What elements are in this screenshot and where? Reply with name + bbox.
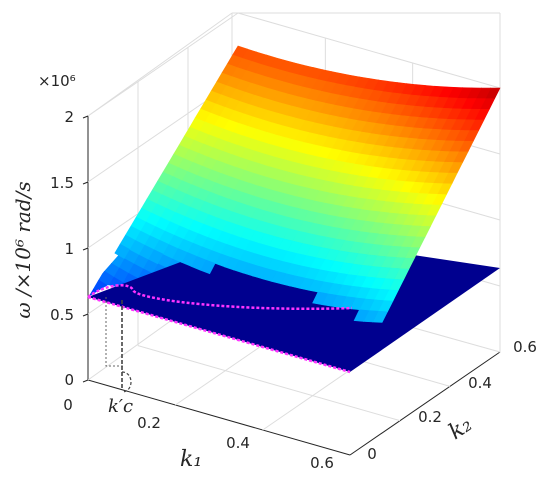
axis-edge xyxy=(87,12,233,117)
projection-marker xyxy=(121,371,132,393)
surface-patch xyxy=(114,243,130,259)
surface-patch xyxy=(252,352,267,365)
surface-patch xyxy=(234,347,249,361)
surface-patch xyxy=(196,334,211,348)
surface-patch xyxy=(256,365,271,378)
surface-patch xyxy=(271,356,286,369)
surface-patch xyxy=(163,332,178,347)
surface-patch xyxy=(290,360,305,372)
surface-patch xyxy=(210,351,225,365)
x-tick-label: 0.6 xyxy=(310,454,334,472)
surface-patch xyxy=(294,372,309,384)
surface-patch xyxy=(243,349,258,363)
surface-patch xyxy=(238,360,253,373)
y-axis-label: k₂ xyxy=(444,412,476,445)
z-tick-label: 0 xyxy=(64,371,74,389)
surface-patch xyxy=(266,367,281,380)
surface-patch xyxy=(275,369,290,382)
surface-patch xyxy=(299,361,314,373)
annotation-label: k′c xyxy=(108,396,133,417)
tick-mark xyxy=(82,181,89,185)
surface-patch xyxy=(313,374,328,386)
surface-patch xyxy=(303,373,318,385)
z-tick-label: 1 xyxy=(64,240,74,258)
grid-line xyxy=(87,12,239,117)
tick-mark xyxy=(82,247,89,251)
x-tick-label: 0 xyxy=(63,396,73,414)
intersection-curve xyxy=(87,284,353,311)
y-tick-label: 0 xyxy=(367,445,377,463)
z-tick-label: 1.5 xyxy=(50,174,74,192)
grid-line xyxy=(137,345,401,422)
surface-patch xyxy=(224,344,239,358)
curved-surface-front xyxy=(114,45,501,323)
z-tick-label: 2 xyxy=(64,108,74,126)
y-tick-label: 0.2 xyxy=(418,408,442,426)
y-tick-label: 0.6 xyxy=(513,338,537,356)
surface-patch xyxy=(353,309,370,322)
surface-patch xyxy=(187,330,202,344)
x-tick-label: 0.4 xyxy=(226,434,250,452)
surface-patch xyxy=(285,371,300,383)
projection-line xyxy=(105,297,124,367)
surface-patch xyxy=(135,318,150,333)
surface-patch xyxy=(312,291,328,306)
axis-labels: 0 0.5 1 1.5 2 ×10⁶ 0 0.2 0.4 0.6 0 0.2 0… xyxy=(11,72,537,472)
surface-patch xyxy=(281,358,296,371)
surface-patch xyxy=(262,354,277,367)
tick-mark xyxy=(82,313,89,317)
surface-patch xyxy=(200,348,215,362)
surface-patch xyxy=(144,323,159,338)
x-tick-label: 0.2 xyxy=(137,414,161,432)
surface-patch xyxy=(191,344,206,358)
surface-patch xyxy=(182,340,197,354)
intersection-curve xyxy=(87,295,351,374)
axis-edge xyxy=(349,351,501,456)
surface-patch xyxy=(206,337,221,351)
surface-patch xyxy=(215,341,230,355)
tick-mark xyxy=(82,379,89,383)
x-axis-label: k₁ xyxy=(180,447,202,472)
surface-patch xyxy=(172,336,187,351)
axis-edge xyxy=(87,379,351,456)
surface-patch xyxy=(247,363,262,376)
surface-patch xyxy=(178,326,193,341)
grid-line xyxy=(237,12,501,89)
z-axis-label: ω /×10⁶ rad/s xyxy=(11,181,35,318)
z-tick-label: 0.5 xyxy=(50,306,74,324)
surface-patch xyxy=(341,376,356,387)
tick-mark xyxy=(82,115,89,119)
y-tick-label: 0.4 xyxy=(468,374,492,392)
exponent-label: ×10⁶ xyxy=(38,72,76,90)
surface-patch xyxy=(154,327,169,342)
